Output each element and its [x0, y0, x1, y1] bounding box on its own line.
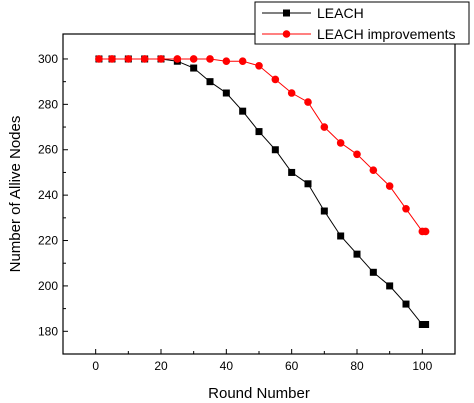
data-point — [320, 123, 329, 131]
x-tick-label: 40 — [220, 359, 234, 373]
data-point — [385, 182, 394, 190]
x-tick-label: 0 — [92, 359, 99, 373]
series-layer — [95, 55, 430, 328]
legend-label: LEACH — [317, 5, 364, 21]
legend: LEACH LEACH improvements — [254, 1, 470, 45]
data-point — [222, 89, 230, 97]
y-tick-label: 200 — [38, 279, 58, 293]
data-point — [124, 55, 133, 63]
data-point — [353, 250, 361, 258]
x-tick-label: 80 — [350, 359, 364, 373]
data-point — [190, 64, 198, 72]
data-point — [255, 128, 263, 136]
plot-frame — [62, 33, 456, 355]
y-tick-label: 280 — [38, 97, 58, 111]
y-tick-label: 180 — [38, 324, 58, 338]
data-point — [386, 282, 394, 290]
y-axis-label: Number of Allive Nodes — [7, 116, 24, 273]
data-point — [108, 55, 116, 63]
data-point — [337, 232, 345, 240]
data-point — [336, 139, 345, 147]
y-axis: 180 200 220 240 260 280 300 — [38, 52, 68, 338]
data-point — [402, 300, 410, 308]
data-point — [271, 75, 280, 84]
legend-item-2: LEACH improvements — [262, 26, 456, 42]
data-point — [287, 89, 296, 97]
data-point — [422, 320, 430, 328]
legend-marker — [282, 30, 291, 38]
legend-item-1: LEACH — [262, 5, 364, 21]
data-point — [353, 150, 361, 159]
x-tick-label: 20 — [154, 359, 168, 373]
legend-marker — [283, 9, 290, 17]
series-line — [98, 58, 426, 232]
data-point — [157, 55, 165, 63]
data-point — [271, 146, 279, 154]
series-line — [98, 58, 426, 325]
data-point — [206, 78, 214, 86]
data-point — [239, 107, 247, 115]
data-point — [95, 55, 103, 63]
legend-label: LEACH improvements — [317, 26, 456, 42]
data-point — [206, 55, 214, 63]
x-tick-label: 100 — [412, 359, 432, 373]
series-1 — [95, 55, 430, 328]
data-point — [320, 207, 328, 215]
series-2 — [95, 55, 430, 236]
x-axis: 0 20 40 60 80 100 — [92, 349, 433, 373]
data-point — [402, 204, 410, 213]
data-point — [255, 61, 263, 70]
data-point — [369, 268, 377, 276]
data-point — [304, 98, 312, 106]
x-axis-label: Round Number — [208, 385, 310, 402]
x-tick-label: 60 — [285, 359, 299, 373]
data-point — [421, 227, 430, 236]
data-point — [173, 55, 182, 63]
y-tick-label: 240 — [38, 188, 58, 202]
data-point — [222, 57, 231, 66]
data-point — [369, 166, 378, 174]
y-tick-label: 220 — [38, 234, 58, 248]
legend-box — [254, 1, 470, 45]
data-point — [238, 57, 247, 66]
y-tick-label: 300 — [38, 52, 58, 66]
y-tick-label: 260 — [38, 143, 58, 157]
data-point — [140, 55, 149, 63]
data-point — [189, 55, 198, 63]
data-point — [288, 168, 296, 176]
data-point — [304, 180, 312, 188]
